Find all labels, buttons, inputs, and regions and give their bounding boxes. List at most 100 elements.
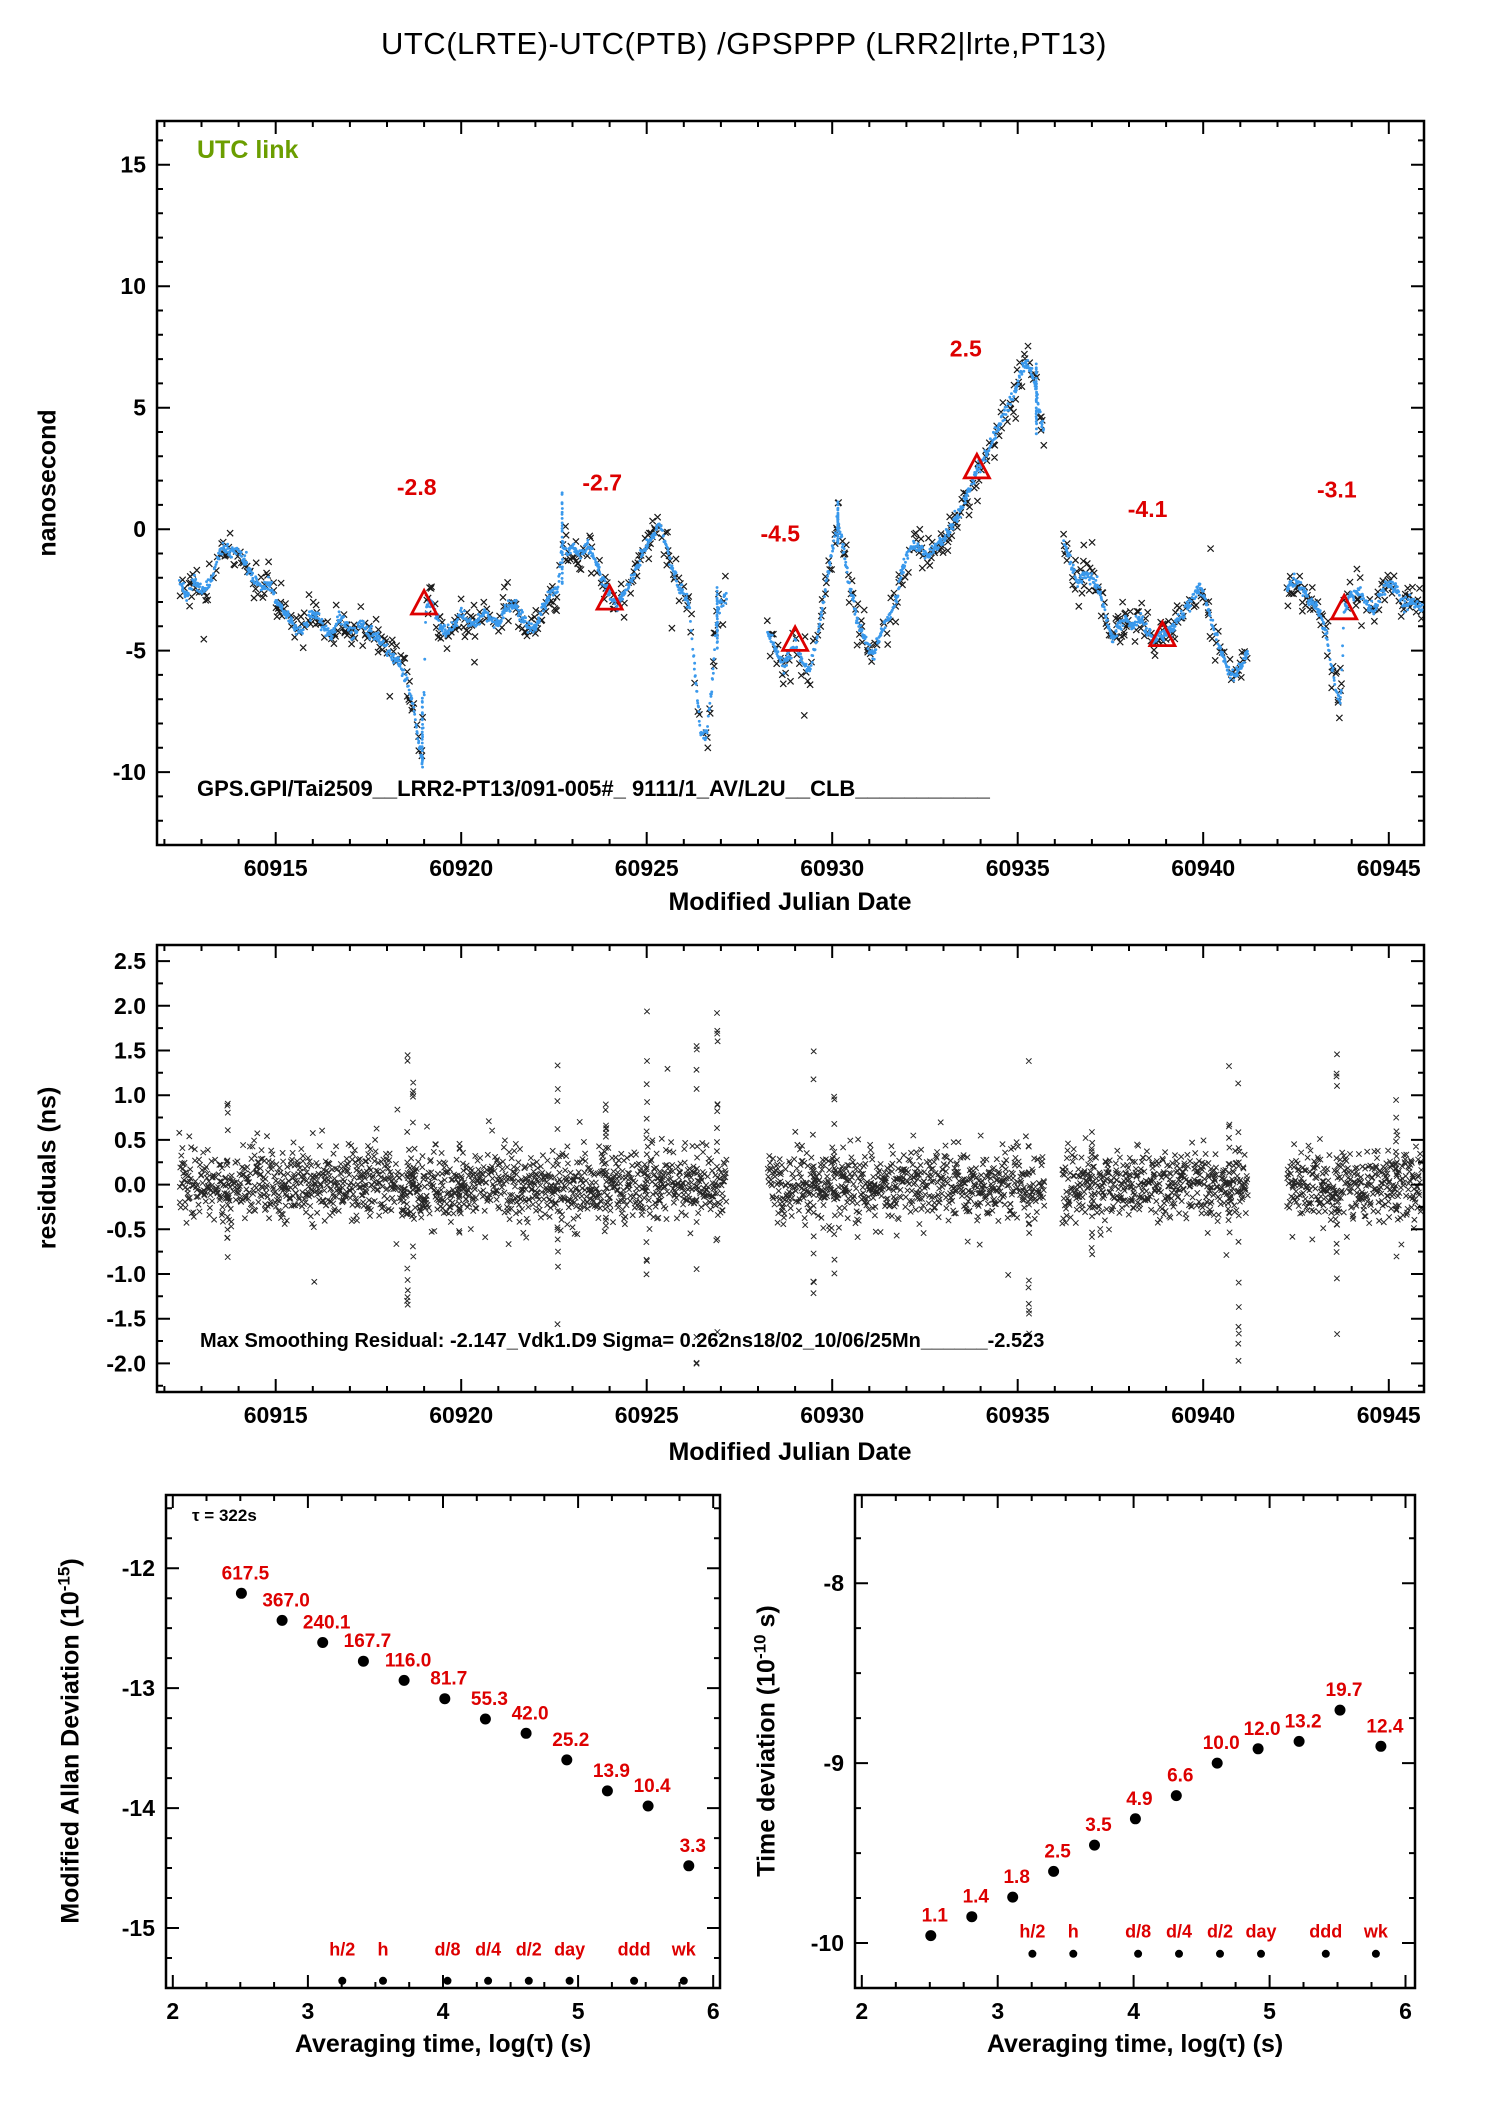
point-value-label: 81.7: [430, 1669, 467, 1690]
data-point: [276, 1614, 288, 1626]
tdev-xlabel: Averaging time, log(τ) (s): [986, 2030, 1284, 2058]
axis-ticks: [157, 121, 1424, 845]
calibration-triangle-marker: [780, 623, 810, 652]
x-tick-label: 60925: [615, 855, 679, 881]
residuals-xlabel: Modified Julian Date: [668, 1438, 912, 1466]
tdev-ylabel: Time deviation (10-10 s): [750, 1605, 781, 1876]
y-tick-label: 5: [133, 395, 146, 421]
y-tick-label: 2.5: [114, 948, 146, 974]
residuals-ylabel: residuals (ns): [33, 1086, 62, 1250]
point-value-label: 25.2: [552, 1730, 589, 1751]
time-marker-dot: [443, 1976, 452, 1985]
time-marker-dot: [484, 1976, 493, 1985]
utc-link-label: UTC link: [197, 136, 299, 164]
point-value-label: 13.9: [593, 1761, 630, 1782]
time-marker-dot: [1321, 1949, 1330, 1958]
top-xlabel: Modified Julian Date: [668, 888, 912, 916]
mdev-ylabel-pre: Modified Allan Deviation (10: [56, 1591, 85, 1924]
time-marker-dot: [1371, 1949, 1380, 1958]
x-tick-label: 2: [855, 1998, 868, 2024]
x-tick-label: 60935: [986, 855, 1050, 881]
x-tick-label: 5: [572, 1998, 585, 2024]
data-point: [1375, 1740, 1387, 1752]
x-tick-label: 3: [991, 1998, 1004, 2024]
y-tick-label: -14: [122, 1795, 155, 1821]
calibration-triangle-marker: [594, 582, 625, 611]
x-tick-label: 60945: [1357, 855, 1421, 881]
axis-ticks: [855, 1495, 1415, 1989]
mdev-ylabel-post: ): [56, 1558, 85, 1567]
time-marker-label: day: [554, 1940, 585, 1960]
data-point: [1334, 1704, 1346, 1716]
time-marker-label: h/2: [329, 1940, 355, 1960]
plot-frame: [155, 943, 1426, 1394]
x-tick-label: 60940: [1171, 855, 1235, 881]
x-tick-label: 2: [166, 1998, 179, 2024]
point-value-label: 617.5: [222, 1563, 270, 1584]
x-tick-label: 6: [1399, 1998, 1412, 2024]
data-point: [1048, 1865, 1060, 1877]
point-value-label: 10.4: [634, 1776, 671, 1797]
time-marker-label: d/2: [516, 1940, 542, 1960]
data-point: [317, 1637, 329, 1648]
x-tick-label: 60915: [244, 1402, 308, 1428]
data-point: [925, 1930, 937, 1942]
x-tick-label: 3: [301, 1998, 314, 2024]
triangle-value-label: 2.5: [950, 336, 982, 362]
triangle-value-label: -2.7: [582, 469, 622, 495]
y-tick-label: 10: [120, 273, 146, 299]
tdev-ylabel-exp: -10: [750, 1634, 770, 1660]
x-tick-label: 60925: [615, 1402, 679, 1428]
data-point: [479, 1713, 491, 1725]
point-value-label: 3.5: [1085, 1815, 1112, 1836]
y-tick-label: -10: [113, 759, 146, 785]
point-value-label: 116.0: [385, 1650, 432, 1671]
x-tick-label: 4: [437, 1998, 450, 2024]
time-marker-label: d/2: [1207, 1922, 1233, 1942]
axis-ticks: [166, 1495, 720, 1989]
triangle-value-label: -4.5: [760, 520, 800, 546]
y-tick-label: 2.0: [114, 993, 146, 1019]
time-marker-label: h/2: [1019, 1922, 1045, 1942]
time-marker-dot: [1257, 1949, 1265, 1958]
x-tick-label: 4: [1127, 1998, 1140, 2024]
y-tick-label: -10: [811, 1930, 844, 1956]
triangle-value-label: -3.1: [1317, 477, 1357, 503]
y-tick-label: 15: [120, 152, 146, 178]
y-tick-label: -2.0: [106, 1350, 146, 1376]
point-value-label: 10.0: [1203, 1733, 1240, 1754]
point-value-label: 55.3: [471, 1689, 508, 1710]
y-tick-label: -13: [122, 1675, 155, 1701]
y-tick-label: 0.5: [114, 1127, 146, 1153]
data-point: [1293, 1735, 1305, 1747]
data-point: [357, 1655, 369, 1667]
data-point: [601, 1785, 613, 1797]
mdev-ylabel: Modified Allan Deviation (10-15): [54, 1558, 85, 1923]
time-marker-label: h: [1068, 1922, 1079, 1942]
point-value-label: 12.4: [1366, 1716, 1403, 1737]
time-marker-label: d/4: [475, 1940, 501, 1960]
x-marker-scatter: [176, 342, 1426, 760]
blue-dot-series: [177, 359, 1424, 769]
time-marker-label: h: [378, 1940, 389, 1960]
tdev-ylabel-pre: Time deviation (10: [752, 1659, 781, 1877]
x-tick-label: 60915: [244, 855, 308, 881]
time-marker-dot: [679, 1976, 688, 1985]
data-point: [1211, 1757, 1223, 1769]
time-marker-dot: [1216, 1949, 1224, 1958]
y-tick-label: 1.0: [114, 1082, 146, 1108]
x-tick-label: 6: [707, 1998, 720, 2024]
plot-frame: [853, 1493, 1417, 1990]
data-point: [1089, 1839, 1100, 1851]
x-tick-label: 60945: [1357, 1402, 1421, 1428]
time-marker-label: d/4: [1166, 1922, 1192, 1942]
time-marker-label: wk: [671, 1940, 697, 1960]
data-point: [520, 1727, 532, 1739]
point-value-label: 12.0: [1244, 1719, 1281, 1740]
data-point: [235, 1587, 247, 1599]
point-value-label: 240.1: [303, 1613, 351, 1634]
time-marker-dot: [1134, 1949, 1143, 1958]
time-marker-dot: [1069, 1949, 1078, 1958]
